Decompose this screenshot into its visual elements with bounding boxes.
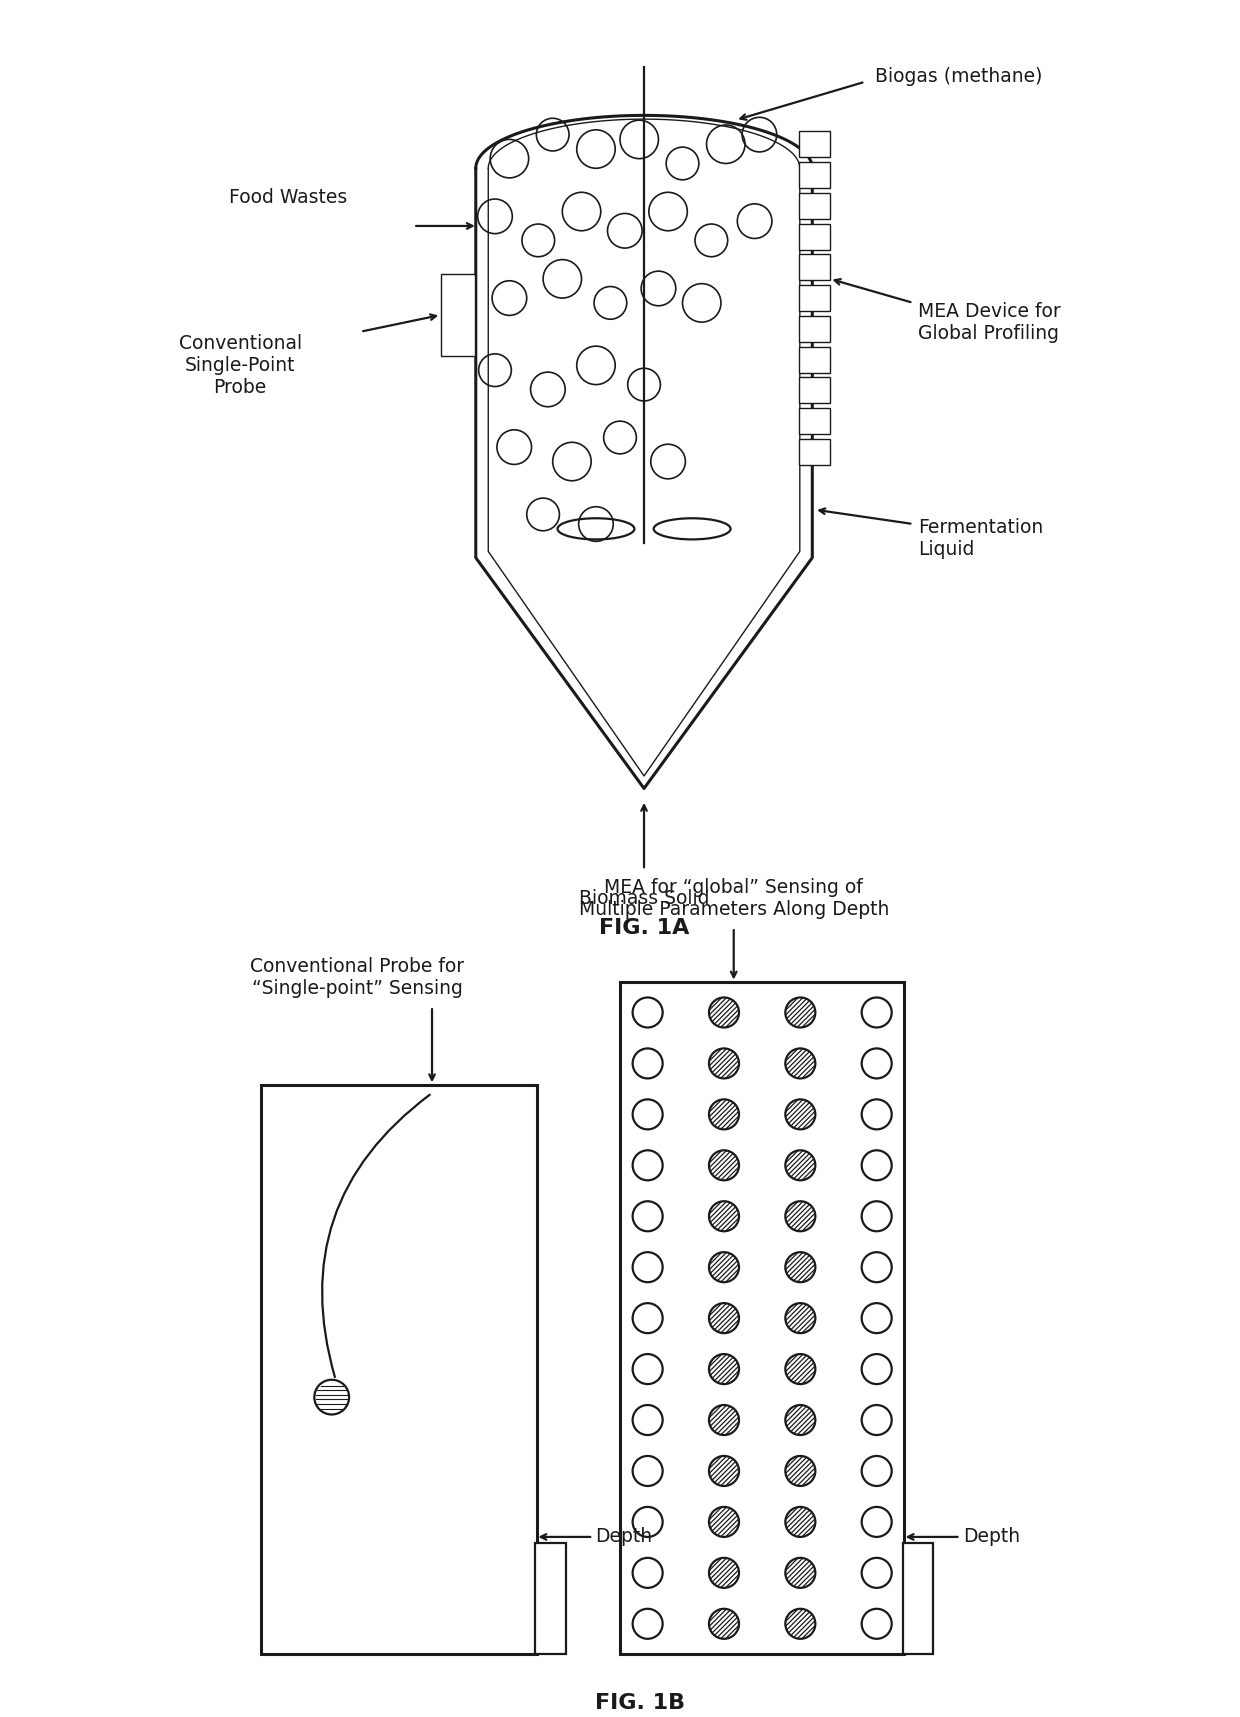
- Circle shape: [709, 998, 739, 1027]
- Circle shape: [862, 998, 892, 1027]
- Text: Fermentation
Liquid: Fermentation Liquid: [918, 519, 1043, 560]
- Circle shape: [785, 1557, 816, 1588]
- Text: MEA for “global” Sensing of
Multiple Parameters Along Depth: MEA for “global” Sensing of Multiple Par…: [579, 879, 889, 919]
- Circle shape: [862, 1355, 892, 1384]
- Circle shape: [862, 1099, 892, 1130]
- Bar: [799, 254, 830, 280]
- Circle shape: [862, 1049, 892, 1078]
- Circle shape: [632, 998, 662, 1027]
- Bar: [799, 223, 830, 249]
- Circle shape: [785, 1609, 816, 1638]
- Circle shape: [862, 1456, 892, 1485]
- Circle shape: [632, 1609, 662, 1638]
- Text: Depth: Depth: [595, 1528, 652, 1547]
- Circle shape: [785, 1252, 816, 1283]
- Circle shape: [785, 1355, 816, 1384]
- Circle shape: [709, 1303, 739, 1332]
- Bar: [903, 1544, 932, 1653]
- Bar: [799, 440, 830, 465]
- Circle shape: [632, 1202, 662, 1231]
- Circle shape: [632, 1355, 662, 1384]
- Text: Conventional Probe for
“Single-point” Sensing: Conventional Probe for “Single-point” Se…: [250, 958, 465, 998]
- Text: Biomass Solid: Biomass Solid: [579, 889, 709, 908]
- Bar: [799, 285, 830, 311]
- Circle shape: [862, 1303, 892, 1332]
- Bar: [799, 316, 830, 342]
- Circle shape: [862, 1508, 892, 1537]
- Circle shape: [862, 1202, 892, 1231]
- Circle shape: [709, 1355, 739, 1384]
- Bar: [799, 161, 830, 187]
- Circle shape: [785, 1303, 816, 1332]
- Circle shape: [632, 1557, 662, 1588]
- Circle shape: [785, 1508, 816, 1537]
- Circle shape: [709, 1557, 739, 1588]
- Bar: [799, 409, 830, 434]
- Text: FIG. 1B: FIG. 1B: [595, 1693, 684, 1714]
- Circle shape: [862, 1252, 892, 1283]
- Circle shape: [709, 1405, 739, 1435]
- Circle shape: [785, 1405, 816, 1435]
- Bar: [441, 275, 475, 355]
- Circle shape: [632, 1456, 662, 1485]
- Circle shape: [709, 1150, 739, 1180]
- Circle shape: [632, 1099, 662, 1130]
- Circle shape: [709, 1508, 739, 1537]
- Circle shape: [709, 1202, 739, 1231]
- Text: Depth: Depth: [962, 1528, 1021, 1547]
- Text: MEA Device for
Global Profiling: MEA Device for Global Profiling: [918, 302, 1061, 343]
- Circle shape: [785, 998, 816, 1027]
- Bar: [799, 130, 830, 158]
- Circle shape: [862, 1150, 892, 1180]
- Circle shape: [632, 1405, 662, 1435]
- Circle shape: [785, 1049, 816, 1078]
- Circle shape: [709, 1252, 739, 1283]
- Circle shape: [709, 1609, 739, 1638]
- Text: Food Wastes: Food Wastes: [229, 187, 347, 206]
- Circle shape: [632, 1252, 662, 1283]
- Bar: [799, 192, 830, 218]
- Bar: [260, 1085, 537, 1653]
- Circle shape: [862, 1557, 892, 1588]
- Circle shape: [785, 1456, 816, 1485]
- Circle shape: [785, 1202, 816, 1231]
- Text: Conventional
Single-Point
Probe: Conventional Single-Point Probe: [179, 333, 301, 397]
- Circle shape: [632, 1303, 662, 1332]
- Circle shape: [632, 1508, 662, 1537]
- Bar: [799, 347, 830, 373]
- Circle shape: [632, 1049, 662, 1078]
- Circle shape: [862, 1405, 892, 1435]
- Bar: [620, 982, 904, 1653]
- Circle shape: [785, 1099, 816, 1130]
- Bar: [799, 378, 830, 403]
- Circle shape: [785, 1150, 816, 1180]
- Circle shape: [709, 1049, 739, 1078]
- Text: Biogas (methane): Biogas (methane): [874, 67, 1042, 86]
- Circle shape: [862, 1609, 892, 1638]
- Circle shape: [314, 1380, 350, 1415]
- Circle shape: [709, 1099, 739, 1130]
- Circle shape: [709, 1456, 739, 1485]
- Bar: [536, 1544, 565, 1653]
- Circle shape: [632, 1150, 662, 1180]
- Text: FIG. 1A: FIG. 1A: [599, 919, 689, 937]
